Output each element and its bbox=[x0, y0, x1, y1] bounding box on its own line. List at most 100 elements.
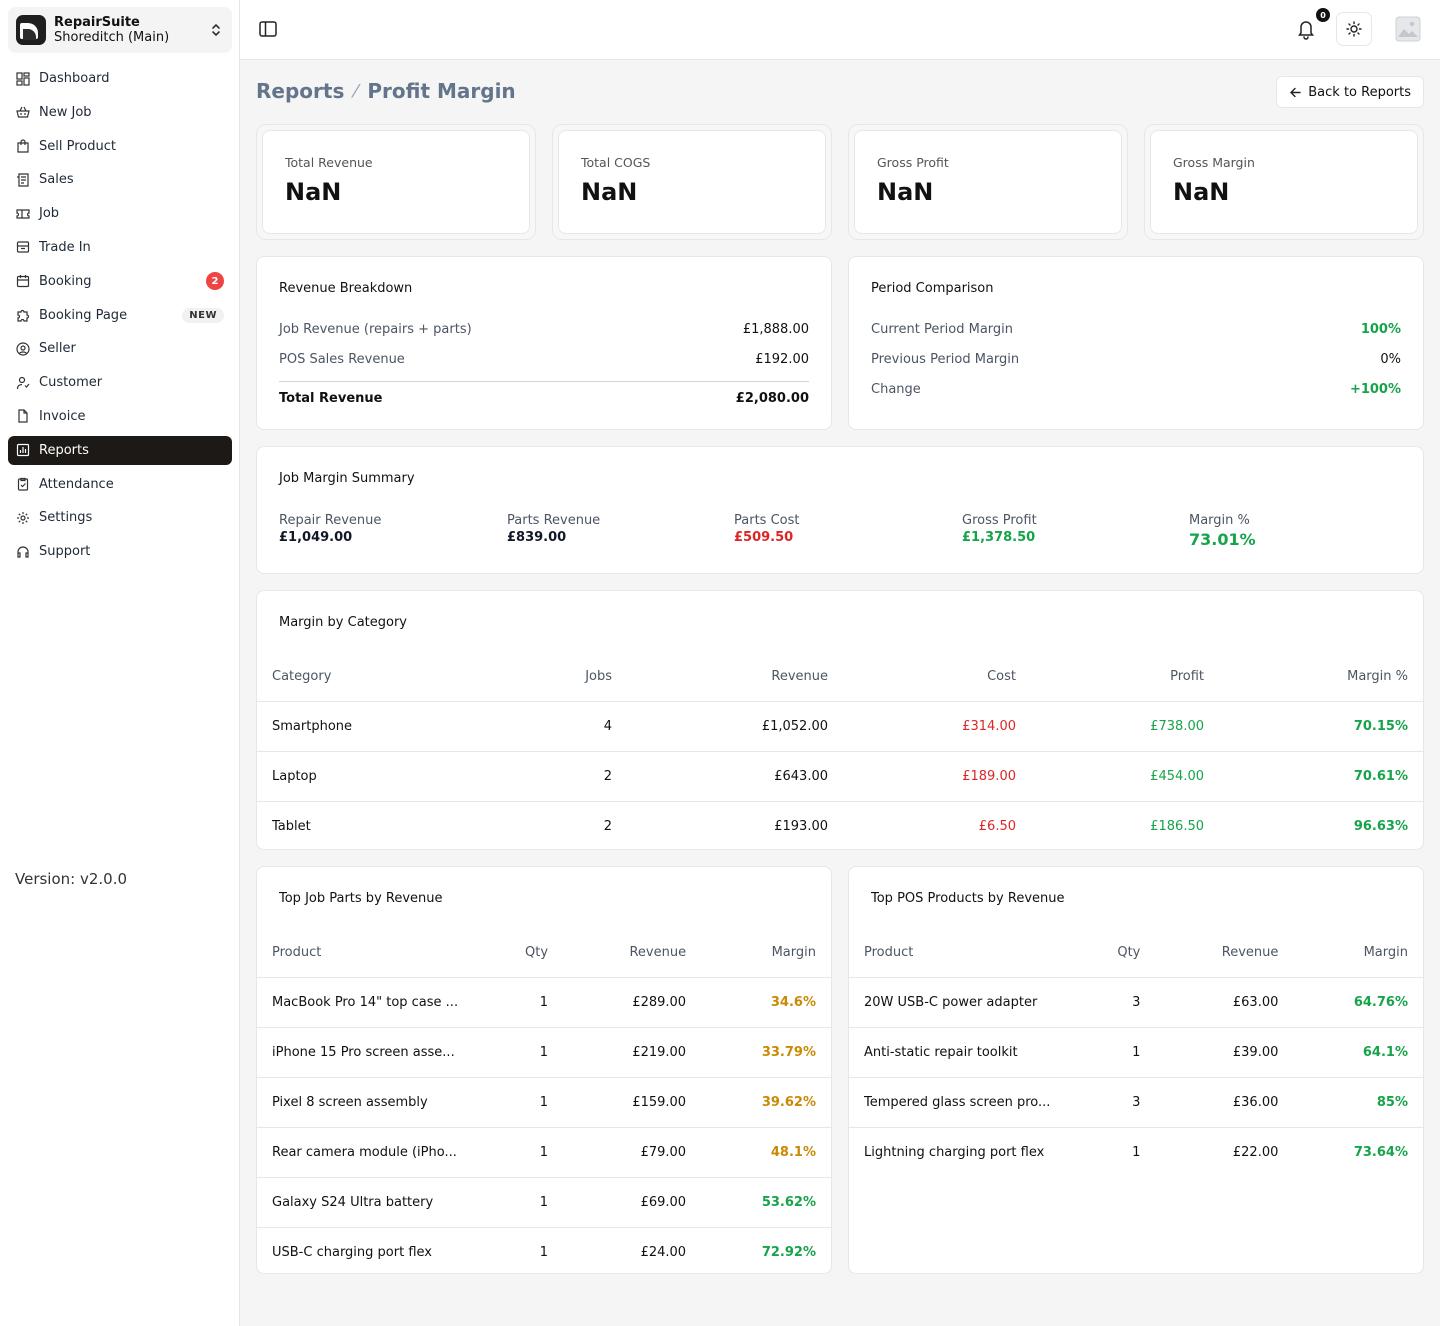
sidebar-item-label: Trade In bbox=[39, 239, 91, 255]
kpi-label: Gross Profit bbox=[877, 155, 949, 170]
sidebar-item-booking[interactable]: Booking 2 bbox=[8, 267, 232, 296]
sidebar-item-support[interactable]: Support bbox=[8, 537, 232, 566]
new-badge: NEW bbox=[182, 307, 224, 323]
table-row: iPhone 15 Pro screen asse... 1 £219.00 33.7… bbox=[257, 1027, 831, 1078]
card-title: Top Job Parts by Revenue bbox=[279, 891, 443, 906]
booking-count-badge: 2 bbox=[206, 272, 224, 291]
gear-icon bbox=[17, 511, 29, 524]
product-cell: iPhone 15 Pro screen asse... bbox=[257, 1027, 474, 1078]
qty-cell: 1 bbox=[473, 1027, 564, 1078]
column-header[interactable]: Profit bbox=[1031, 653, 1219, 702]
bell-icon[interactable] bbox=[1296, 18, 1316, 40]
margin-cell: 33.79% bbox=[701, 1027, 831, 1078]
sidebar-toggle-icon[interactable] bbox=[258, 19, 278, 39]
headset-icon bbox=[17, 546, 29, 558]
column-header[interactable]: Category bbox=[257, 653, 507, 702]
qty-cell: 1 bbox=[1132, 1144, 1141, 1160]
sidebar-item-customer[interactable]: Customer bbox=[8, 368, 232, 397]
sidebar-item-dashboard[interactable]: Dashboard bbox=[8, 64, 232, 93]
qty-cell: 1 bbox=[473, 1127, 564, 1178]
table-row: MacBook Pro 14" top case ... 1 £289.00 34.6… bbox=[257, 977, 831, 1028]
sidebar-item-job[interactable]: Job bbox=[8, 199, 232, 228]
sidebar-item-booking-page[interactable]: Booking Page NEW bbox=[8, 301, 232, 330]
arrow-left-icon bbox=[1290, 87, 1301, 97]
top-pos-table: Product Qty Revenue Margin 20W USB-C pow… bbox=[849, 929, 1423, 1177]
dashboard-icon bbox=[16, 71, 30, 86]
product-cell: 20W USB-C power adapter bbox=[849, 977, 1066, 1028]
theme-toggle-button[interactable] bbox=[1336, 12, 1372, 46]
sidebar-item-invoice[interactable]: Invoice bbox=[8, 402, 232, 431]
row-label: Change bbox=[871, 382, 921, 397]
qty-cell: 1 bbox=[473, 1077, 564, 1128]
revenue-cell: £63.00 bbox=[1155, 977, 1294, 1028]
sidebar-item-label: Dashboard bbox=[39, 71, 110, 86]
sidebar-item-trade-in[interactable]: Trade In bbox=[8, 233, 232, 262]
column-header[interactable]: Product bbox=[849, 929, 1066, 978]
kpi-label: Total COGS bbox=[581, 155, 651, 170]
column-header[interactable]: Revenue bbox=[563, 929, 702, 978]
at-sign-icon bbox=[16, 342, 30, 356]
breadcrumb-reports[interactable]: Reports bbox=[256, 79, 345, 103]
column-header[interactable]: Revenue bbox=[627, 653, 843, 702]
table-header-row: Product Qty Revenue Margin bbox=[257, 929, 831, 978]
column-header[interactable]: Margin bbox=[1293, 929, 1423, 978]
shopping-bag-icon bbox=[17, 139, 29, 153]
avatar[interactable] bbox=[1395, 16, 1421, 42]
column-header[interactable]: Margin % bbox=[1219, 653, 1423, 702]
job-margin-summary-card: Job Margin Summary Repair Revenue £1,049… bbox=[256, 446, 1424, 574]
previous-margin-row: Previous Period Margin 0% bbox=[871, 352, 1401, 367]
table-row: Smartphone 4 £1,052.00 £314.00 £738.00 7… bbox=[257, 701, 1423, 752]
product-cell: Rear camera module (iPho... bbox=[257, 1127, 474, 1178]
margin-cell: 53.62% bbox=[701, 1177, 831, 1228]
clipboard-check-icon bbox=[17, 477, 29, 491]
table-row: Lightning charging port flex 1 £22.00 73.64… bbox=[849, 1127, 1423, 1177]
product-cell: Tempered glass screen pro... bbox=[849, 1077, 1066, 1128]
stat-value: 73.01% bbox=[1189, 530, 1256, 549]
sidebar-item-reports[interactable]: Reports bbox=[8, 435, 232, 465]
repair-revenue-stat: Repair Revenue £1,049.00 bbox=[279, 513, 381, 545]
stat-label: Margin % bbox=[1189, 513, 1250, 528]
back-to-reports-button[interactable]: Back to Reports bbox=[1276, 76, 1424, 108]
card-title: Period Comparison bbox=[871, 281, 994, 296]
row-value: £192.00 bbox=[755, 352, 809, 367]
sidebar-item-attendance[interactable]: Attendance bbox=[8, 470, 232, 499]
sidebar-item-sell-product[interactable]: Sell Product bbox=[8, 132, 232, 161]
org-switcher[interactable]: RepairSuite Shoreditch (Main) bbox=[8, 7, 232, 53]
kpi-value: NaN bbox=[877, 178, 934, 206]
category-cell: Smartphone bbox=[257, 701, 507, 752]
parts-cost-stat: Parts Cost £509.50 bbox=[734, 513, 799, 545]
margin-by-category-card: Margin by Category Category Jobs Revenue… bbox=[256, 590, 1424, 850]
file-icon bbox=[18, 409, 28, 424]
sidebar-item-sales[interactable]: Sales bbox=[8, 165, 232, 194]
column-header[interactable]: Margin bbox=[701, 929, 831, 978]
column-header[interactable]: Qty bbox=[1065, 929, 1156, 978]
column-header[interactable]: Jobs bbox=[507, 653, 627, 702]
kpi-value: NaN bbox=[581, 178, 638, 206]
margin-percent-stat: Margin % 73.01% bbox=[1189, 513, 1256, 549]
stat-label: Gross Profit bbox=[962, 513, 1037, 528]
product-cell: Pixel 8 screen assembly bbox=[257, 1077, 474, 1128]
stat-value: £1,049.00 bbox=[279, 530, 353, 545]
category-cell: Tablet bbox=[272, 818, 311, 834]
column-header[interactable]: Cost bbox=[843, 653, 1031, 702]
revenue-cell: £159.00 bbox=[563, 1077, 702, 1128]
row-label: Job Revenue (repairs + parts) bbox=[279, 322, 472, 337]
margin-cell: 70.61% bbox=[1219, 751, 1423, 802]
page-title: Profit Margin bbox=[367, 79, 516, 103]
revenue-cell: £69.00 bbox=[563, 1177, 702, 1228]
margin-cell: 73.64% bbox=[1353, 1144, 1408, 1160]
qty-cell: 3 bbox=[1065, 977, 1156, 1028]
qty-cell: 1 bbox=[1065, 1027, 1156, 1078]
ticket-icon bbox=[16, 209, 30, 219]
notification-count-badge: 0 bbox=[1316, 8, 1330, 22]
sidebar-item-settings[interactable]: Settings bbox=[8, 503, 232, 532]
kpi-gross-margin: Gross Margin NaN bbox=[1144, 124, 1424, 240]
qty-cell: 1 bbox=[539, 1244, 549, 1260]
column-header[interactable]: Product bbox=[257, 929, 474, 978]
column-header[interactable]: Qty bbox=[473, 929, 564, 978]
column-header[interactable]: Revenue bbox=[1155, 929, 1294, 978]
kpi-total-cogs: Total COGS NaN bbox=[552, 124, 832, 240]
sidebar-item-new-job[interactable]: New Job bbox=[8, 98, 232, 127]
sidebar-item-seller[interactable]: Seller bbox=[8, 334, 232, 363]
sidebar-item-label: Attendance bbox=[39, 476, 114, 492]
